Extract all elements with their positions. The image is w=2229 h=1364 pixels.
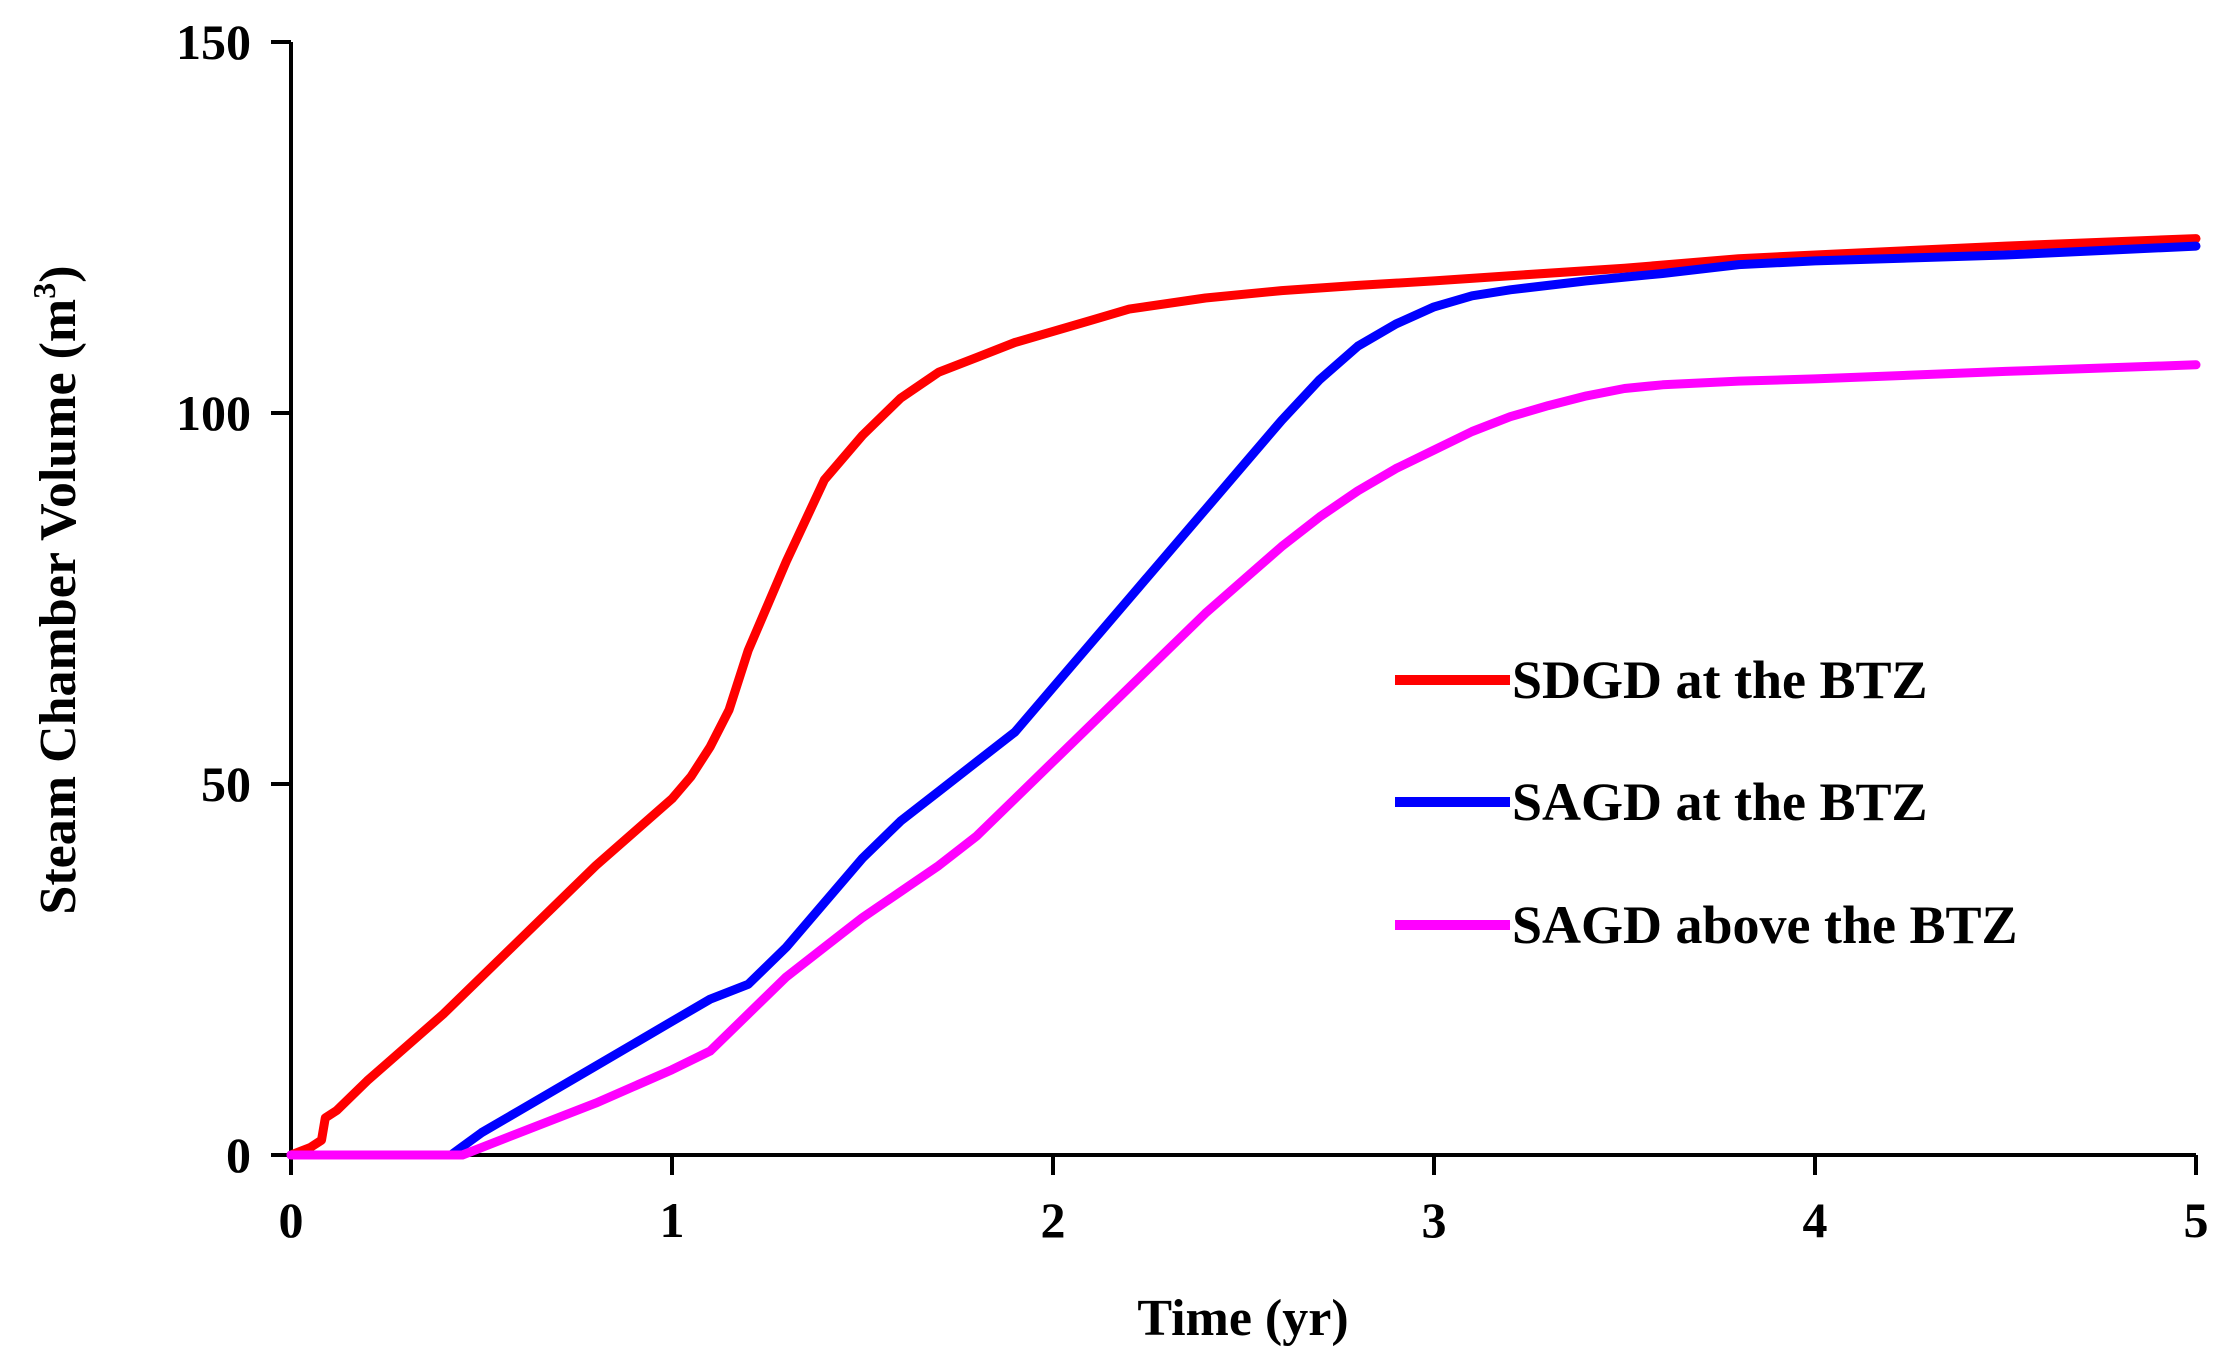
y-tick-label: 100 [176,385,251,441]
x-axis-title: Time (yr) [1137,1290,1348,1347]
y-axis-title-superscript: 3 [26,283,62,299]
series-line-sagd-above-btz [286,360,2201,1160]
y-axis-title-close: ) [30,265,87,282]
legend-label-sagd-btz: SAGD at the BTZ [1512,772,1928,832]
y-tick-label: 0 [226,1127,251,1183]
x-tick-label: 3 [1422,1192,1447,1248]
x-tick-label: 0 [279,1192,304,1248]
y-axis-title-main: Steam Chamber Volume (m [30,299,87,915]
series-layer [286,234,2201,1160]
x-tick-label: 5 [2184,1192,2209,1248]
x-tick-label: 4 [1803,1192,1828,1248]
series-line-sdgd-btz [286,234,2201,1160]
y-axis-title: Steam Chamber Volume (m3) [26,265,87,914]
axes: 0 50 100 150 0 1 2 3 4 5 [176,14,2209,1248]
x-tick-label: 2 [1041,1192,1066,1248]
x-tick-label: 1 [660,1192,685,1248]
legend-label-sdgd-btz: SDGD at the BTZ [1512,650,1928,710]
series-line-sagd-btz [286,241,2201,1160]
y-tick-label: 50 [201,756,251,812]
y-tick-label: 150 [176,14,251,70]
legend: SDGD at the BTZ SAGD at the BTZ SAGD abo… [1395,650,2018,955]
legend-label-sagd-above-btz: SAGD above the BTZ [1512,895,2018,955]
